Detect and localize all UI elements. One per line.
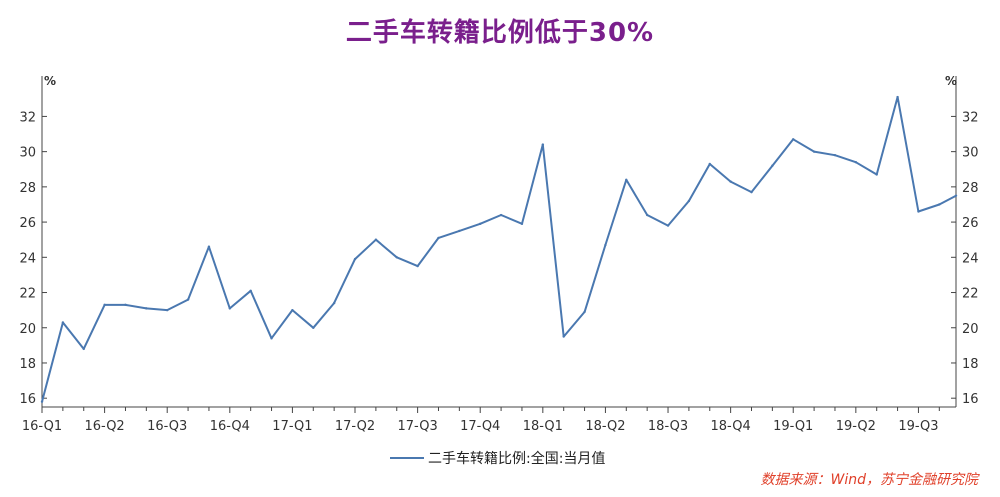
data-point (228, 307, 232, 310)
data-point (82, 347, 85, 351)
data-point (541, 143, 545, 146)
chart-title: 二手车转籍比例低于30% (345, 18, 655, 48)
data-point (625, 178, 628, 182)
data-point (938, 203, 941, 206)
y-tick-label-right: 20 (962, 322, 979, 337)
data-point (332, 301, 336, 305)
x-tick-label: 17-Q1 (272, 419, 312, 434)
y-tick-label-left: 28 (19, 181, 36, 196)
data-point (771, 164, 774, 167)
left-axis-unit: % (44, 74, 56, 88)
data-point (562, 335, 565, 338)
y-tick-label-left: 16 (19, 392, 36, 407)
x-tick-label: 19-Q3 (898, 419, 938, 434)
data-point (291, 308, 294, 312)
data-point (395, 256, 398, 259)
y-tick-label-left: 20 (19, 322, 36, 337)
y-tick-label-right: 26 (962, 216, 979, 231)
data-point (687, 199, 691, 203)
right-axis-unit: % (945, 74, 957, 88)
data-point (729, 180, 732, 183)
data-point (40, 400, 44, 403)
data-point (875, 173, 878, 176)
y-tick-label-right: 18 (962, 357, 979, 372)
y-tick-label-right: 30 (962, 146, 979, 161)
x-tick-label: 17-Q2 (335, 419, 375, 434)
x-tick-label: 17-Q4 (460, 419, 500, 434)
source-note: 数据来源：Wind，苏宁金融研究院 (760, 472, 979, 488)
data-point (750, 190, 753, 194)
x-tick-label: 16-Q1 (22, 419, 62, 434)
data-point (833, 153, 837, 157)
data-point (479, 222, 482, 226)
data-point (954, 194, 958, 197)
x-tick-label: 16-Q3 (147, 419, 187, 434)
data-point (854, 161, 858, 164)
data-point (499, 213, 503, 217)
data-point (666, 224, 670, 227)
x-tick-label: 19-Q2 (836, 419, 876, 434)
x-tick-label: 16-Q2 (84, 419, 124, 434)
data-point (103, 303, 106, 307)
data-point (437, 236, 440, 240)
data-point (458, 229, 461, 233)
data-point (166, 308, 169, 312)
data-point (249, 289, 252, 292)
x-tick-label: 18-Q4 (711, 419, 751, 434)
y-tick-label-left: 26 (19, 216, 36, 231)
x-tick-label: 18-Q3 (648, 419, 688, 434)
data-point (812, 150, 816, 153)
data-point (583, 310, 586, 314)
data-point (353, 257, 357, 261)
data-point (145, 307, 148, 310)
legend-swatch (390, 457, 424, 459)
x-tick-label: 18-Q1 (523, 419, 563, 434)
data-point (186, 298, 190, 301)
data-point (896, 95, 899, 99)
legend: 二手车转籍比例:全国:当月值 (390, 448, 605, 468)
data-point (416, 264, 419, 268)
y-tick-label-left: 30 (19, 146, 36, 161)
x-tick-label: 19-Q1 (773, 419, 813, 434)
y-tick-label-right: 32 (962, 110, 979, 125)
data-point (604, 243, 607, 247)
y-tick-label-left: 24 (19, 251, 36, 266)
legend-label: 二手车转籍比例:全国:当月值 (428, 451, 606, 467)
y-tick-label-left: 32 (19, 110, 36, 125)
x-tick-label: 18-Q2 (585, 419, 625, 434)
data-point (61, 321, 65, 324)
y-tick-label-right: 16 (962, 392, 979, 407)
series-line (41, 96, 957, 402)
y-tick-label-right: 24 (962, 251, 979, 266)
data-point (520, 222, 524, 226)
y-tick-label-right: 22 (962, 287, 979, 302)
data-point (312, 326, 315, 329)
data-point (645, 213, 649, 217)
y-tick-label-left: 22 (19, 287, 36, 302)
data-point (124, 303, 127, 307)
data-point (792, 138, 795, 141)
data-point (270, 337, 273, 340)
data-point (374, 238, 378, 241)
x-tick-label: 17-Q3 (398, 419, 438, 434)
y-tick-label-right: 28 (962, 181, 979, 196)
x-tick-label: 16-Q4 (210, 419, 250, 434)
data-point (917, 210, 920, 213)
y-tick-label-left: 18 (19, 357, 36, 372)
data-point (708, 162, 711, 166)
data-point (207, 245, 211, 248)
